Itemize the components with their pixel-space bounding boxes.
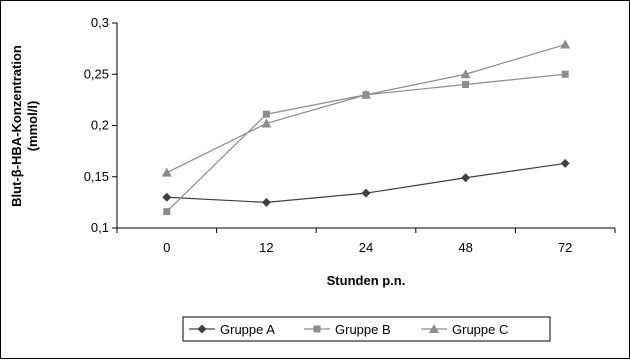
data-point-gruppe-b: [163, 208, 171, 216]
x-axis-title: Stunden p.n.: [327, 273, 406, 288]
data-point-gruppe-c: [460, 69, 471, 79]
y-axis-title-line2: (mmol/l): [25, 101, 40, 152]
y-tick-label: 0,15: [84, 169, 109, 184]
y-tick-label: 0,1: [91, 220, 109, 235]
data-point-gruppe-c: [560, 39, 571, 49]
data-point-gruppe-a: [560, 158, 570, 168]
series-layer: [161, 39, 571, 216]
legend-marker-gruppe-a: [197, 324, 207, 334]
x-tick-label: 24: [359, 240, 373, 255]
data-point-gruppe-a: [162, 192, 172, 202]
x-tick-label: 48: [458, 240, 472, 255]
y-tick-label: 0,25: [84, 66, 109, 81]
x-tick-label: 72: [558, 240, 572, 255]
legend-label-gruppe-b: Gruppe B: [335, 322, 391, 337]
y-axis-title-line1: Blut-β-HBA-Konzentration: [9, 45, 24, 207]
legend-marker-gruppe-c: [429, 324, 439, 333]
legend-label-gruppe-a: Gruppe A: [220, 322, 275, 337]
x-tick-label: 0: [163, 240, 170, 255]
data-point-gruppe-b: [462, 81, 470, 88]
data-point-gruppe-c: [261, 118, 272, 128]
x-tick-label: 12: [259, 240, 273, 255]
legend-box: [182, 316, 551, 342]
y-tick-label: 0,2: [91, 118, 109, 133]
legend-label-gruppe-c: Gruppe C: [452, 322, 508, 337]
data-point-gruppe-a: [261, 197, 271, 207]
y-axis-ticks: 0,1 0,15 0,2 0,25 0,3: [84, 15, 117, 235]
x-axis-ticks: 0 12 24 48 72: [116, 228, 616, 255]
data-point-gruppe-c: [361, 89, 371, 99]
data-point-gruppe-c: [161, 167, 172, 177]
data-point-gruppe-b: [561, 70, 569, 78]
legend-marker-gruppe-b: [313, 325, 321, 333]
y-tick-label: 0,3: [91, 15, 109, 30]
data-point-gruppe-b: [262, 110, 270, 118]
legend: Gruppe A Gruppe B Gruppe C: [182, 316, 551, 342]
data-point-gruppe-a: [361, 188, 371, 198]
data-point-gruppe-a: [461, 173, 471, 183]
y-axis-title-group: Blut-β-HBA-Konzentration (mmol/l): [9, 45, 40, 207]
